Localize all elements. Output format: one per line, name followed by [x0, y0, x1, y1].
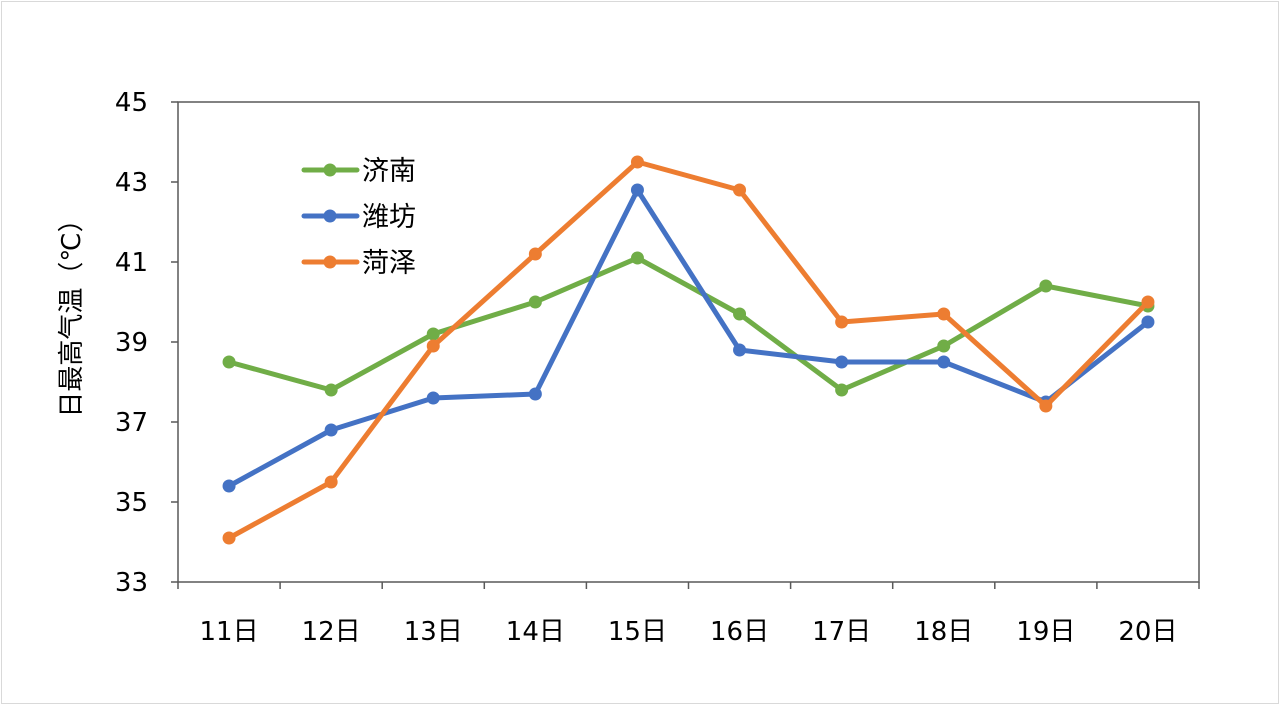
data-point: [222, 479, 236, 493]
data-point: [222, 531, 236, 545]
y-tick-label: 37: [115, 408, 148, 438]
data-point: [324, 383, 338, 397]
x-tick-label: 13日: [404, 617, 463, 647]
data-point: [324, 423, 338, 437]
y-tick-label: 43: [115, 168, 148, 198]
data-point: [324, 475, 338, 489]
data-point: [426, 391, 440, 405]
data-point: [1039, 399, 1053, 413]
data-point: [630, 155, 644, 169]
data-point: [835, 383, 849, 397]
data-point: [733, 183, 747, 197]
x-tick-label: 12日: [302, 617, 361, 647]
x-tick-label: 16日: [710, 617, 769, 647]
data-point: [1141, 315, 1155, 329]
x-tick-label: 11日: [200, 617, 259, 647]
data-point: [222, 355, 236, 369]
x-tick-label: 18日: [914, 617, 973, 647]
series-line: [226, 255, 1151, 393]
legend-item: 菏泽: [301, 248, 416, 279]
data-point: [528, 295, 542, 309]
data-point: [1141, 295, 1155, 309]
data-point: [630, 183, 644, 197]
legend-item: 济南: [301, 156, 416, 187]
legend-label: 菏泽: [362, 248, 416, 279]
data-point: [528, 247, 542, 261]
legend-marker: [323, 255, 337, 269]
legend-marker: [323, 209, 337, 223]
legend-item: 潍坊: [301, 202, 416, 233]
legend-label: 济南: [362, 156, 416, 187]
series-0: [222, 251, 1155, 397]
legend-label: 潍坊: [362, 202, 416, 233]
data-point: [1039, 279, 1053, 293]
series-line: [226, 159, 1151, 541]
y-tick-label: 41: [115, 248, 148, 278]
y-tick-label: 39: [115, 328, 148, 358]
y-axis-label: 日最高气温（℃）: [57, 206, 87, 417]
data-point: [937, 307, 951, 321]
data-point: [426, 339, 440, 353]
x-tick-label: 17日: [812, 617, 871, 647]
y-tick-label: 35: [115, 488, 148, 518]
data-point: [733, 307, 747, 321]
series-layer: [222, 155, 1155, 545]
data-point: [937, 339, 951, 353]
y-tick-label: 33: [115, 568, 148, 598]
data-point: [733, 343, 747, 357]
data-point: [426, 327, 440, 341]
data-point: [835, 355, 849, 369]
x-tick-label: 14日: [506, 617, 565, 647]
data-point: [835, 315, 849, 329]
x-tick-label: 20日: [1118, 617, 1177, 647]
x-tick-label: 19日: [1016, 617, 1075, 647]
axes: 33 35 37 39 41 43 45 11日 12日 13日 14日 15日 16日 17日 18日 19…: [115, 88, 1200, 647]
data-point: [937, 355, 951, 369]
legend-marker: [323, 163, 337, 177]
data-point: [528, 387, 542, 401]
series-2: [222, 155, 1155, 545]
series-line: [226, 187, 1151, 489]
x-tick-label: 15日: [608, 617, 667, 647]
y-tick-label: 45: [115, 88, 148, 118]
data-point: [630, 251, 644, 265]
